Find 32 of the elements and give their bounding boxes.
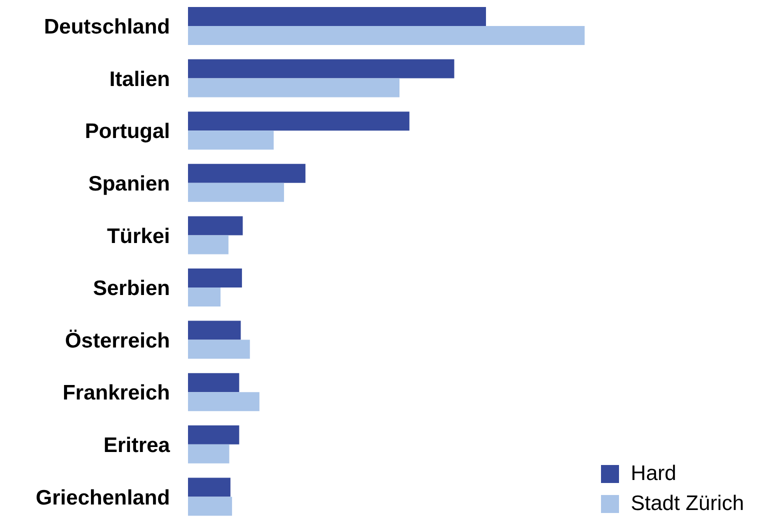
bar — [188, 425, 240, 444]
bar — [188, 268, 242, 288]
y-tick-label: Frankreich — [62, 382, 170, 405]
legend-label: Stadt Zürich — [630, 492, 744, 515]
bar — [188, 478, 230, 497]
bar — [188, 235, 228, 254]
y-tick-label: Spanien — [88, 172, 170, 196]
bar — [188, 496, 232, 516]
bar — [188, 182, 284, 202]
y-tick-label: Eritrea — [103, 434, 170, 458]
bar — [188, 444, 230, 464]
bar — [188, 288, 221, 306]
y-tick-label: Deutschland — [44, 16, 170, 39]
bar — [188, 112, 410, 131]
y-tick-label: Türkei — [106, 224, 170, 248]
bar — [188, 216, 243, 236]
y-tick-label: Serbien — [92, 277, 170, 300]
bar — [188, 26, 585, 45]
bar — [188, 340, 250, 359]
bar — [188, 392, 260, 412]
legend-label: Hard — [630, 462, 676, 485]
y-tick-label: Österreich — [64, 329, 170, 352]
y-tick-label: Griechenland — [36, 486, 170, 510]
y-tick-label: Portugal — [84, 120, 170, 144]
bar — [188, 320, 241, 340]
bar — [188, 373, 240, 392]
bar — [188, 7, 486, 26]
bar — [188, 59, 454, 78]
bar — [188, 164, 306, 183]
y-tick-label: Italien — [109, 68, 170, 91]
bar — [188, 130, 274, 150]
bar — [188, 78, 400, 98]
